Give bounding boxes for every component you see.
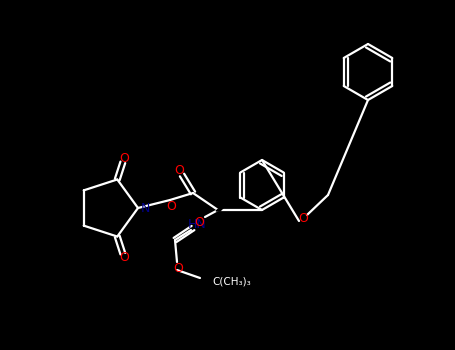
Polygon shape — [216, 196, 235, 211]
Text: C(CH₃)₃: C(CH₃)₃ — [212, 277, 251, 287]
Text: O: O — [174, 163, 184, 176]
Text: N: N — [140, 202, 150, 215]
Text: O: O — [166, 201, 176, 214]
Text: HN: HN — [187, 217, 207, 231]
Text: O: O — [120, 251, 130, 264]
Text: O: O — [194, 217, 204, 230]
Text: O: O — [298, 211, 308, 224]
Text: O: O — [120, 152, 130, 165]
Text: O: O — [173, 262, 183, 275]
